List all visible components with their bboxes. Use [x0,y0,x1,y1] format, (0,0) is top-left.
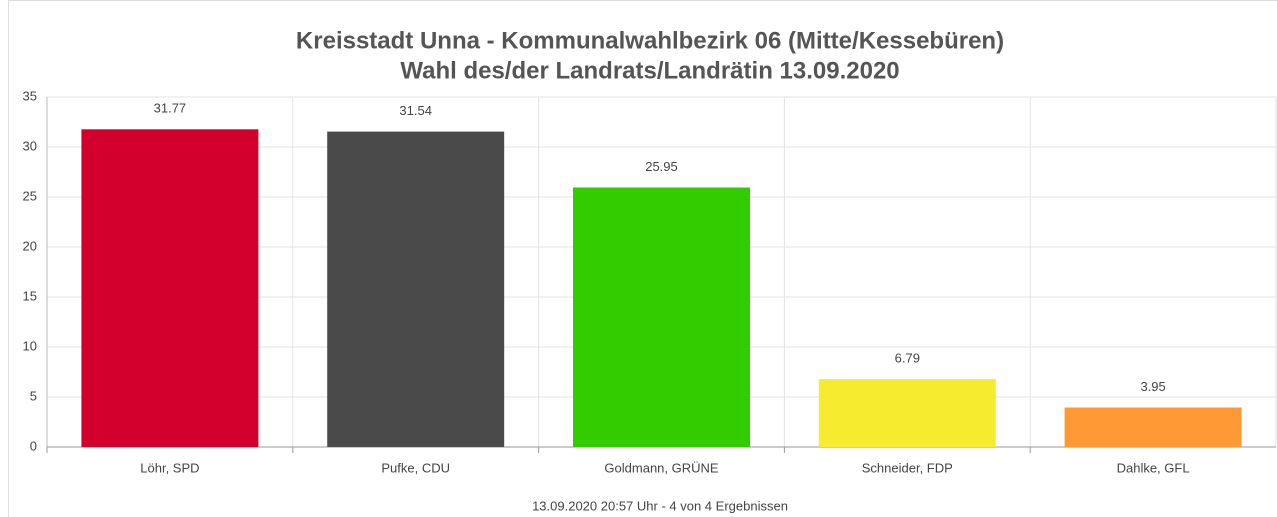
y-tick-label: 10 [23,338,37,353]
bar [818,379,996,447]
x-tick-label: Goldmann, GRÜNE [604,460,718,475]
y-tick-label: 25 [23,188,37,203]
chart-subtitle: Wahl des/der Landrats/Landrätin 13.09.20… [400,57,899,84]
y-tick-label: 0 [30,438,37,453]
x-tick-label: Löhr, SPD [140,460,199,475]
data-label: 31.54 [399,103,432,118]
bar [81,129,259,448]
chart-title: Kreisstadt Unna - Kommunalwahlbezirk 06 … [296,27,1004,54]
data-label: 3.95 [1140,379,1165,394]
x-tick-label: Pufke, CDU [381,460,450,475]
bar [573,187,750,447]
y-tick-label: 20 [23,238,37,253]
data-label: 31.77 [154,101,187,116]
y-tick-label: 15 [23,288,37,303]
data-label: 25.95 [645,159,678,174]
data-label: 6.79 [895,351,920,366]
y-tick-label: 35 [23,88,37,103]
x-tick-label: Schneider, FDP [862,460,953,475]
footnote: 13.09.2020 20:57 Uhr - 4 von 4 Ergebniss… [532,498,788,513]
y-tick-label: 30 [23,138,37,153]
bar [327,131,505,447]
x-tick-label: Dahlke, GFL [1117,460,1190,475]
chart-frame [8,0,1277,517]
bar [1064,407,1242,447]
y-tick-label: 5 [30,388,37,403]
